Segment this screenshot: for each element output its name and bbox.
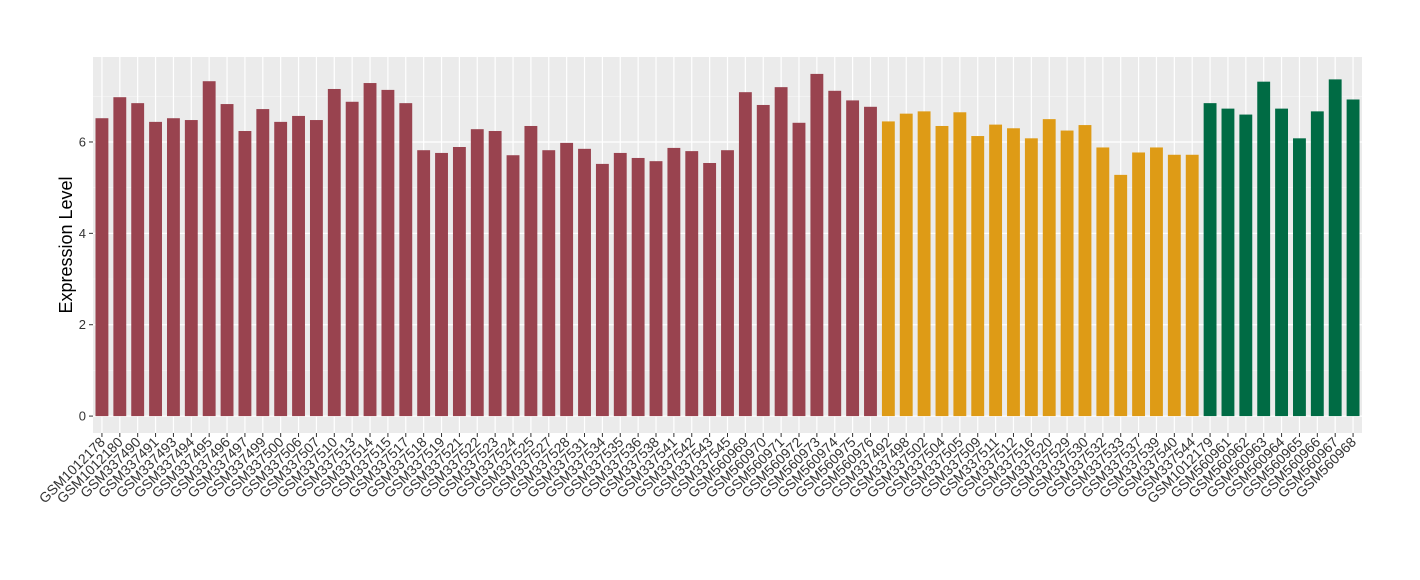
bar — [953, 112, 967, 417]
bar — [524, 125, 538, 417]
bar — [417, 150, 431, 417]
bar — [435, 152, 448, 417]
bar — [613, 152, 627, 417]
bar — [828, 90, 842, 417]
bar — [131, 103, 145, 417]
bar — [1096, 147, 1110, 417]
bar — [184, 120, 198, 417]
bar — [1042, 119, 1056, 417]
bar — [220, 104, 234, 417]
bar — [470, 129, 484, 417]
bar — [95, 118, 109, 417]
bar — [792, 122, 806, 417]
bar — [846, 100, 860, 417]
bar — [989, 124, 1003, 417]
bar — [1257, 81, 1271, 417]
bar — [774, 87, 788, 417]
bar — [292, 115, 305, 417]
bar — [1007, 128, 1020, 417]
bar — [881, 121, 895, 417]
bar — [542, 150, 556, 417]
bar — [721, 150, 734, 417]
bar — [1060, 130, 1074, 417]
y-tick-label: 2 — [79, 317, 86, 332]
bar — [1310, 111, 1324, 417]
bar — [202, 81, 216, 417]
bar — [667, 147, 681, 417]
y-axis-label: Expression Level — [56, 176, 76, 313]
bar — [1167, 154, 1181, 417]
bar — [899, 113, 913, 417]
bar — [1185, 154, 1199, 417]
bar — [149, 121, 162, 417]
bar — [1239, 114, 1253, 417]
bar — [238, 131, 252, 417]
bar — [274, 121, 288, 417]
bar — [1132, 152, 1146, 417]
bar — [399, 103, 413, 417]
bar — [917, 111, 931, 417]
bar — [166, 118, 180, 417]
bar — [309, 120, 323, 417]
bar — [345, 101, 359, 417]
y-tick-label: 6 — [79, 134, 86, 149]
bar — [1275, 108, 1289, 417]
bar — [506, 155, 520, 417]
bar — [113, 97, 127, 417]
bar — [971, 136, 985, 417]
bar — [560, 142, 574, 417]
bar — [738, 92, 752, 417]
bar — [1293, 138, 1306, 417]
bar — [756, 104, 770, 417]
bar — [1328, 79, 1342, 417]
bar — [685, 151, 699, 417]
bar — [1346, 99, 1360, 417]
bar — [1078, 125, 1092, 417]
bar — [1221, 108, 1235, 417]
bar — [649, 161, 663, 417]
bar — [935, 125, 949, 417]
bar — [631, 157, 645, 417]
bar — [488, 131, 502, 417]
bar — [1150, 147, 1163, 417]
bar — [452, 147, 466, 417]
bar — [578, 148, 591, 417]
bar — [327, 88, 341, 417]
y-tick-label: 4 — [79, 226, 86, 241]
bar — [381, 89, 395, 417]
y-tick-label: 0 — [79, 409, 86, 424]
bar — [363, 83, 377, 417]
bar — [864, 106, 877, 417]
bar — [595, 163, 609, 417]
bar — [256, 109, 270, 417]
bar — [810, 73, 824, 417]
bar — [1203, 103, 1217, 417]
bar — [1114, 174, 1128, 417]
bar — [703, 162, 717, 417]
bar — [1024, 138, 1038, 417]
